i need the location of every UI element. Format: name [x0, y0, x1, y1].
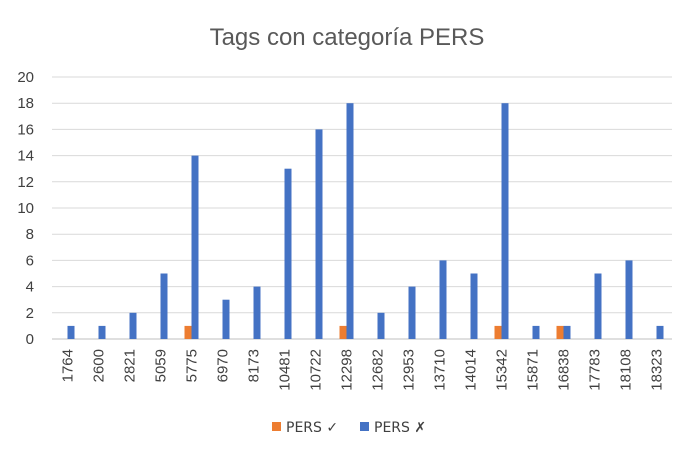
x-tick-label: 15342: [494, 349, 511, 391]
x-tick-label: 18108: [618, 349, 635, 391]
bar-pers-cross-10722: [315, 129, 323, 339]
bar-pers-cross-2600: [98, 325, 106, 339]
legend: PERS ✓ PERS ✗: [272, 420, 426, 436]
bar-pers-cross-8173: [253, 286, 261, 339]
y-tick-label: 18: [17, 95, 34, 112]
y-tick-label: 12: [17, 174, 34, 191]
legend-swatch: [272, 422, 281, 431]
x-tick-label: 1764: [60, 349, 77, 382]
y-axis-tick-labels: 0 2 4 6 8 10 12 14 16 18 20: [17, 69, 34, 348]
bar-pers-cross-6970: [222, 299, 230, 339]
x-tick-label: 14014: [463, 349, 480, 391]
bar-pers-cross-2821: [129, 312, 137, 339]
x-tick-label: 12953: [401, 349, 418, 391]
bar-pers-cross-13710: [439, 260, 447, 339]
bar-pers-cross-10481: [284, 168, 292, 339]
legend-swatch: [360, 422, 369, 431]
y-tick-label: 16: [17, 121, 34, 138]
x-tick-label: 10481: [277, 349, 294, 391]
gridlines: [52, 76, 672, 340]
x-tick-label: 2600: [91, 349, 108, 382]
legend-label: PERS ✓: [286, 420, 338, 436]
bar-pers-cross-18108: [625, 260, 633, 339]
y-tick-label: 20: [17, 69, 34, 86]
bar-pers-check-12298: [339, 325, 347, 339]
bar-pers-cross-12953: [408, 286, 416, 339]
x-tick-label: 10722: [308, 349, 325, 391]
y-tick-label: 6: [26, 252, 34, 269]
bar-pers-cross-17783: [594, 273, 602, 339]
x-axis-tick-labels: 1764 2600 2821 5059 5775 6970 8173 10481 10722 12…: [60, 349, 666, 391]
x-tick-label: 16838: [556, 349, 573, 391]
bar-pers-cross-12682: [377, 312, 385, 339]
bar-pers-cross-5059: [160, 273, 168, 339]
x-tick-label: 5775: [184, 349, 201, 382]
x-tick-label: 13710: [432, 349, 449, 391]
bar-pers-check-5775: [184, 325, 192, 339]
x-tick-label: 15871: [525, 349, 542, 391]
bars: [67, 103, 664, 339]
x-tick-label: 12682: [370, 349, 387, 391]
chart-title: Tags con categoría PERS: [210, 24, 485, 51]
y-tick-label: 4: [26, 279, 34, 296]
bar-pers-cross-18323: [656, 325, 664, 339]
x-tick-label: 17783: [587, 349, 604, 391]
bar-pers-cross-5775: [191, 155, 199, 339]
y-tick-label: 10: [17, 200, 34, 217]
y-tick-label: 2: [26, 305, 34, 322]
x-tick-label: 2821: [122, 349, 139, 382]
bar-pers-cross-12298: [346, 103, 354, 339]
bar-pers-cross-14014: [470, 273, 478, 339]
x-tick-label: 8173: [246, 349, 263, 382]
bar-pers-check-15342: [494, 325, 502, 339]
bar-pers-check-16838: [556, 325, 564, 339]
x-tick-label: 12298: [339, 349, 356, 391]
bar-pers-cross-15871: [532, 325, 540, 339]
bar-pers-cross-15342: [501, 103, 509, 339]
x-tick-label: 6970: [215, 349, 232, 382]
legend-label: PERS ✗: [374, 420, 426, 436]
bar-pers-cross-1764: [67, 325, 75, 339]
x-tick-label: 5059: [153, 349, 170, 382]
bar-pers-cross-16838: [563, 325, 571, 339]
y-tick-label: 0: [26, 331, 34, 348]
x-tick-label: 18323: [649, 349, 666, 391]
y-tick-label: 14: [17, 148, 34, 165]
y-tick-label: 8: [26, 226, 34, 243]
